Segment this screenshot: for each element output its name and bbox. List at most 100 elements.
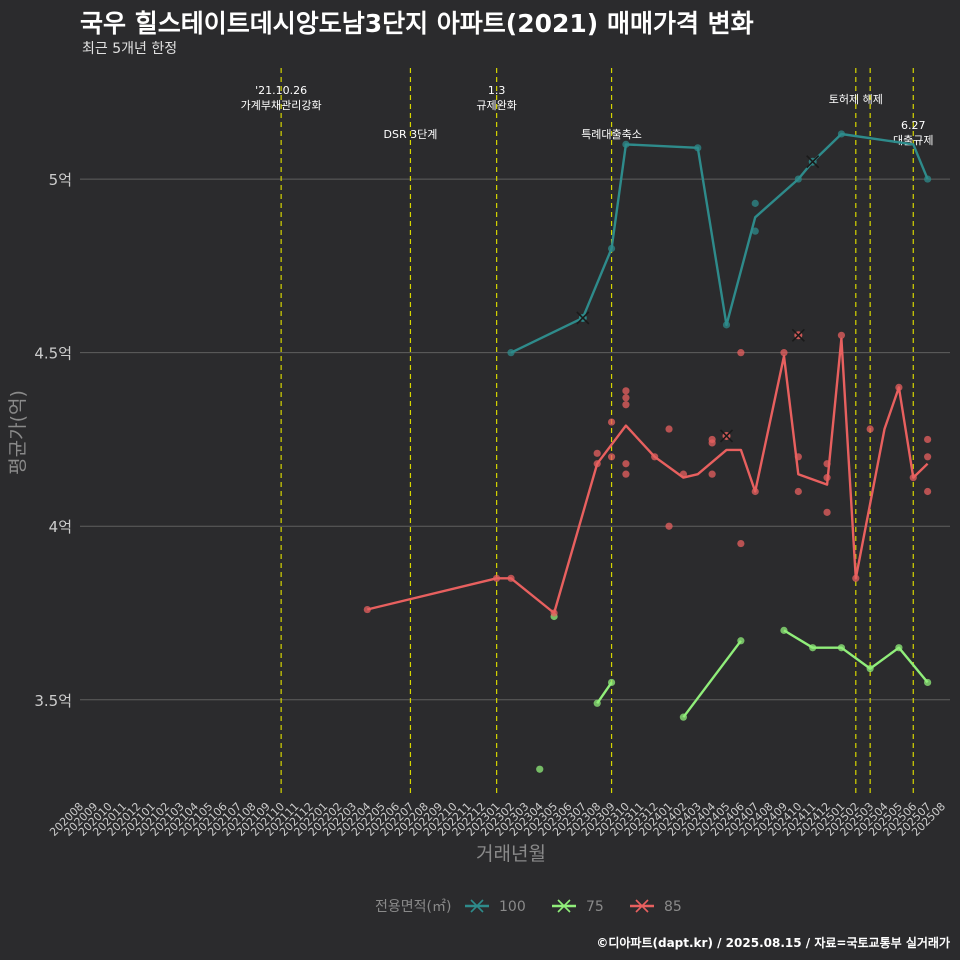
legend-label: 85 bbox=[664, 899, 682, 915]
data-point-75 bbox=[679, 713, 688, 721]
data-point-75 bbox=[837, 644, 846, 652]
event-label-line: DSR 3단계 bbox=[384, 128, 438, 141]
event-label-line: 토허제 해제 bbox=[829, 92, 883, 106]
data-point-85 bbox=[909, 474, 917, 482]
y-tick-label: 4억 bbox=[49, 518, 72, 536]
event-label-line: '21.10.26 bbox=[255, 84, 307, 97]
chart-title: 국우 힐스테이트데시앙도남3단지 아파트(2021) 매매가격 변화 bbox=[80, 9, 754, 38]
data-point-100 bbox=[722, 321, 731, 329]
chart-subtitle: 최근 5개년 한정 bbox=[82, 41, 178, 57]
data-point-85 bbox=[780, 349, 788, 357]
data-point-75 bbox=[866, 664, 874, 673]
data-point-85 bbox=[924, 453, 932, 461]
data-point-85 bbox=[794, 487, 802, 496]
data-point-85 bbox=[493, 574, 501, 582]
series-line-85 bbox=[367, 337, 929, 615]
data-point-85 bbox=[622, 460, 630, 468]
data-point-85 bbox=[924, 435, 932, 444]
data-point-85 bbox=[665, 425, 673, 433]
data-point-100 bbox=[622, 140, 630, 148]
data-point-75 bbox=[895, 644, 903, 652]
event-label: 토허제 해제 bbox=[829, 92, 883, 106]
data-point-75 bbox=[536, 765, 544, 773]
data-point-85 bbox=[823, 460, 831, 468]
data-point-85 bbox=[794, 453, 802, 461]
data-point-85 bbox=[665, 522, 673, 530]
data-point-100 bbox=[507, 349, 515, 357]
grid-layer bbox=[80, 178, 950, 701]
data-point-85 bbox=[708, 470, 716, 478]
data-point-85 bbox=[924, 487, 932, 496]
legend-label: 75 bbox=[586, 899, 604, 915]
data-point-85 bbox=[622, 401, 630, 409]
data-point-85 bbox=[622, 394, 630, 402]
legend: 전용면적(㎡) 100 75 85 bbox=[375, 899, 682, 915]
data-point-75 bbox=[780, 626, 788, 634]
y-tick-label: 3.5억 bbox=[34, 692, 72, 710]
data-point-85 bbox=[895, 383, 903, 391]
data-point-85 bbox=[651, 453, 659, 461]
event-label-line: 특례대출축소 bbox=[581, 128, 642, 141]
data-point-85 bbox=[679, 470, 688, 478]
event-label: 1.3 규제완화 bbox=[476, 84, 516, 112]
data-point-85 bbox=[593, 460, 601, 468]
series-layer bbox=[363, 130, 932, 773]
event-label: DSR 3단계 bbox=[384, 128, 438, 141]
data-point-100 bbox=[607, 244, 616, 253]
legend-key-cross bbox=[470, 899, 484, 913]
data-point-75 bbox=[607, 678, 616, 687]
data-point-85 bbox=[607, 418, 616, 426]
y-tick-label: 4.5억 bbox=[34, 345, 72, 363]
data-point-100 bbox=[751, 227, 759, 235]
data-point-85 bbox=[737, 349, 745, 357]
y-axis-title: 평균가(억) bbox=[7, 390, 29, 475]
data-point-85 bbox=[852, 574, 860, 582]
data-point-85 bbox=[507, 574, 515, 582]
data-point-85 bbox=[823, 474, 831, 482]
data-point-85 bbox=[823, 508, 831, 516]
cross-marker-85 bbox=[719, 429, 734, 443]
data-point-85 bbox=[607, 453, 616, 461]
y-tick-label: 5억 bbox=[49, 171, 72, 189]
data-point-85 bbox=[837, 331, 846, 339]
series-line-75 bbox=[783, 629, 929, 684]
data-point-100 bbox=[837, 130, 846, 138]
data-point-75 bbox=[809, 644, 817, 652]
data-point-75 bbox=[593, 699, 601, 707]
source-credit: ©디아파트(dapt.kr) / 2025.08.15 / 자료=국토교통부 실… bbox=[596, 936, 950, 950]
cross-marker-100 bbox=[576, 311, 590, 325]
event-label: 특례대출축소 bbox=[581, 128, 642, 141]
series-line-75 bbox=[596, 681, 613, 704]
data-point-100 bbox=[751, 199, 759, 207]
data-point-85 bbox=[751, 487, 759, 496]
event-label-line: 가계부채관리강화 bbox=[241, 99, 322, 112]
event-label: '21.10.26 가계부채관리강화 bbox=[241, 84, 322, 112]
data-point-100 bbox=[924, 175, 932, 183]
data-point-85 bbox=[593, 449, 601, 457]
data-point-100 bbox=[694, 144, 702, 152]
data-point-85 bbox=[866, 425, 874, 433]
legend-label: 100 bbox=[499, 899, 526, 915]
legend-title: 전용면적(㎡) bbox=[375, 899, 451, 915]
series-line-75 bbox=[682, 640, 742, 718]
data-point-75 bbox=[737, 637, 745, 645]
data-point-85 bbox=[622, 470, 630, 478]
data-point-85 bbox=[622, 387, 630, 395]
data-point-75 bbox=[924, 678, 932, 687]
cross-marker-85 bbox=[791, 328, 805, 342]
series-line-100 bbox=[510, 132, 929, 354]
event-label-line: 규제완화 bbox=[476, 99, 516, 112]
cross-marker-100 bbox=[806, 155, 820, 169]
x-axis-title: 거래년월 bbox=[476, 843, 546, 865]
event-label-line: 6.27 bbox=[901, 119, 926, 132]
data-point-85 bbox=[363, 605, 371, 614]
axis-layer: 3.5억4억4.5억5억2020082020092020102020112020… bbox=[7, 171, 948, 865]
legend-key-cross bbox=[557, 899, 571, 913]
data-point-85 bbox=[737, 539, 745, 548]
data-point-100 bbox=[794, 175, 802, 183]
legend-key-cross bbox=[635, 899, 649, 913]
data-point-85 bbox=[550, 609, 558, 617]
data-point-85 bbox=[708, 439, 716, 447]
